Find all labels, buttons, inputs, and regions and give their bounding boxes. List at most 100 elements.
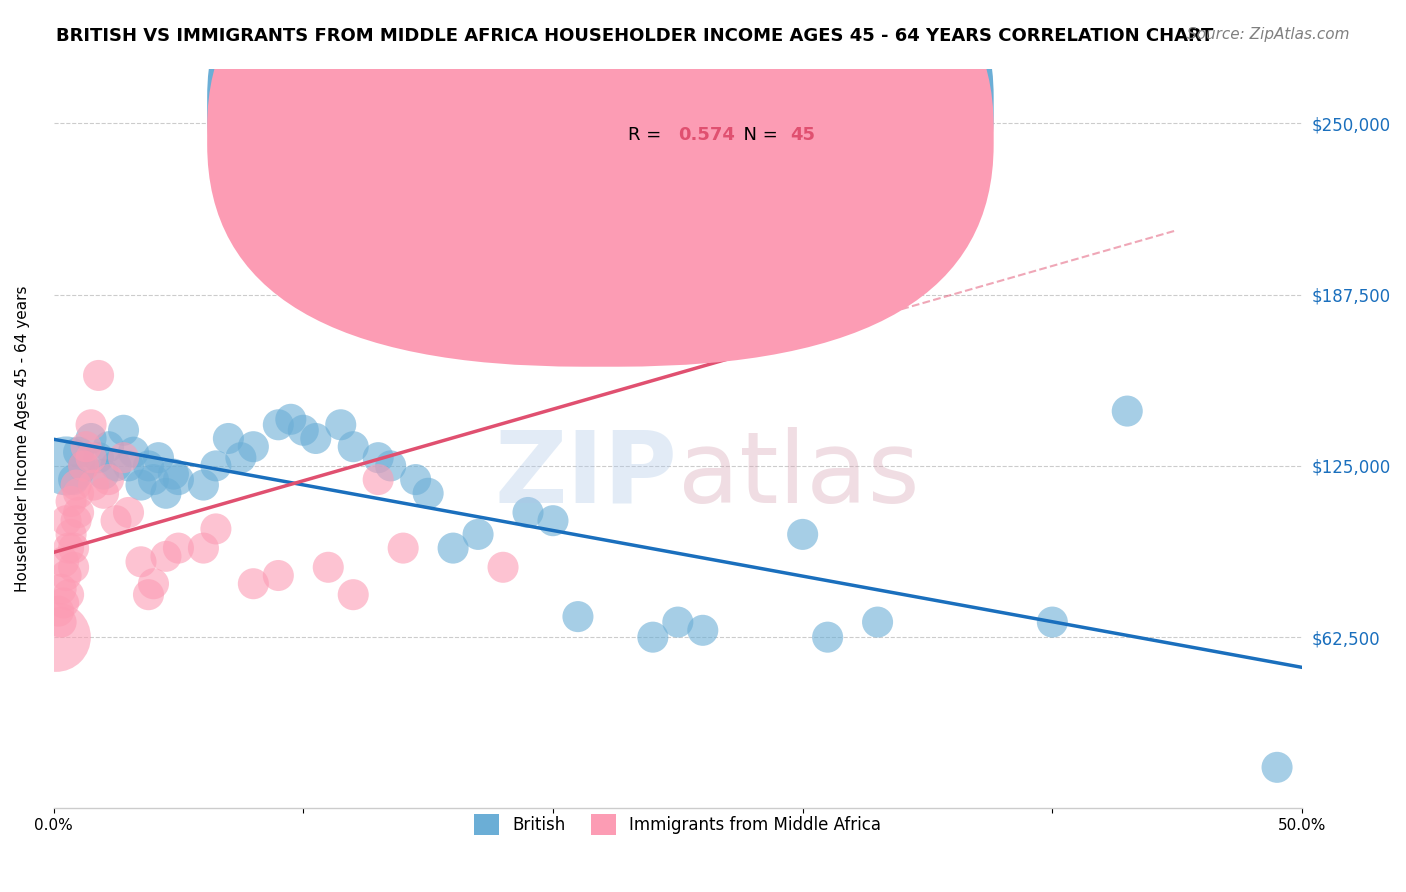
Point: [67, 486, 90, 500]
Point: [193, 541, 215, 555]
Point: [49, 582, 72, 597]
Text: N =: N =: [731, 126, 783, 145]
Point: [87, 368, 110, 383]
Point: [83, 478, 105, 492]
FancyBboxPatch shape: [560, 79, 859, 169]
Point: [1265, 760, 1288, 774]
Point: [142, 576, 165, 591]
Point: [267, 417, 290, 432]
FancyBboxPatch shape: [207, 0, 994, 337]
Point: [65, 514, 87, 528]
Point: [342, 588, 364, 602]
Point: [60, 494, 83, 508]
Point: [67, 445, 90, 459]
Point: [138, 458, 160, 473]
Point: [60, 527, 83, 541]
Point: [129, 478, 152, 492]
Text: R =: R =: [628, 126, 672, 145]
Point: [65, 478, 87, 492]
Point: [45, 630, 67, 644]
Point: [717, 281, 740, 295]
Text: ZIP: ZIP: [495, 427, 678, 524]
Point: [492, 560, 515, 574]
Point: [117, 458, 139, 473]
Point: [792, 527, 814, 541]
Point: [52, 555, 75, 569]
Text: atlas: atlas: [678, 427, 920, 524]
Point: [55, 568, 77, 582]
Point: [316, 560, 339, 574]
Point: [280, 412, 302, 426]
Point: [267, 568, 290, 582]
Point: [1116, 404, 1139, 418]
Point: [193, 478, 215, 492]
Point: [205, 458, 228, 473]
Point: [148, 450, 170, 465]
Text: 45: 45: [790, 126, 815, 145]
Point: [49, 615, 72, 629]
Point: [75, 440, 97, 454]
Point: [58, 541, 80, 555]
Text: 48: 48: [790, 96, 815, 114]
Point: [105, 514, 128, 528]
Point: [292, 423, 315, 437]
Point: [97, 473, 120, 487]
Point: [97, 440, 120, 454]
Point: [405, 473, 427, 487]
Point: [305, 432, 328, 446]
Point: [48, 604, 70, 618]
Point: [142, 473, 165, 487]
Point: [167, 473, 190, 487]
Point: [93, 486, 115, 500]
Point: [866, 615, 889, 629]
Point: [342, 440, 364, 454]
Legend: British, Immigrants from Middle Africa: British, Immigrants from Middle Africa: [464, 805, 891, 845]
Point: [122, 445, 145, 459]
Point: [817, 630, 839, 644]
Text: -0.435: -0.435: [678, 96, 742, 114]
Point: [162, 467, 184, 482]
Point: [229, 450, 252, 465]
Point: [62, 473, 84, 487]
Point: [418, 486, 440, 500]
Point: [641, 630, 664, 644]
Point: [62, 560, 84, 574]
Text: 0.574: 0.574: [678, 126, 735, 145]
Y-axis label: Householder Income Ages 45 - 64 years: Householder Income Ages 45 - 64 years: [15, 285, 30, 591]
Point: [1040, 615, 1063, 629]
Point: [112, 423, 135, 437]
Point: [692, 121, 714, 136]
Point: [93, 467, 115, 482]
Point: [242, 440, 264, 454]
Point: [155, 486, 177, 500]
Point: [72, 458, 94, 473]
Point: [67, 506, 90, 520]
Point: [80, 432, 103, 446]
Point: [72, 458, 94, 473]
Point: [112, 450, 135, 465]
Point: [392, 541, 415, 555]
Point: [467, 527, 489, 541]
Point: [52, 596, 75, 610]
Point: [155, 549, 177, 564]
Point: [367, 473, 389, 487]
Point: [441, 541, 464, 555]
Point: [541, 514, 564, 528]
Point: [217, 432, 239, 446]
Point: [105, 458, 128, 473]
FancyBboxPatch shape: [207, 0, 994, 367]
Point: [167, 541, 190, 555]
Point: [80, 450, 103, 465]
Point: [205, 522, 228, 536]
Point: [380, 458, 402, 473]
Text: BRITISH VS IMMIGRANTS FROM MIDDLE AFRICA HOUSEHOLDER INCOME AGES 45 - 64 YEARS C: BRITISH VS IMMIGRANTS FROM MIDDLE AFRICA…: [56, 27, 1213, 45]
Point: [329, 417, 352, 432]
Text: N =: N =: [731, 96, 783, 114]
Point: [58, 588, 80, 602]
Point: [242, 576, 264, 591]
Point: [567, 609, 589, 624]
Text: R =: R =: [628, 96, 666, 114]
Point: [117, 506, 139, 520]
Point: [666, 615, 689, 629]
Point: [80, 417, 103, 432]
